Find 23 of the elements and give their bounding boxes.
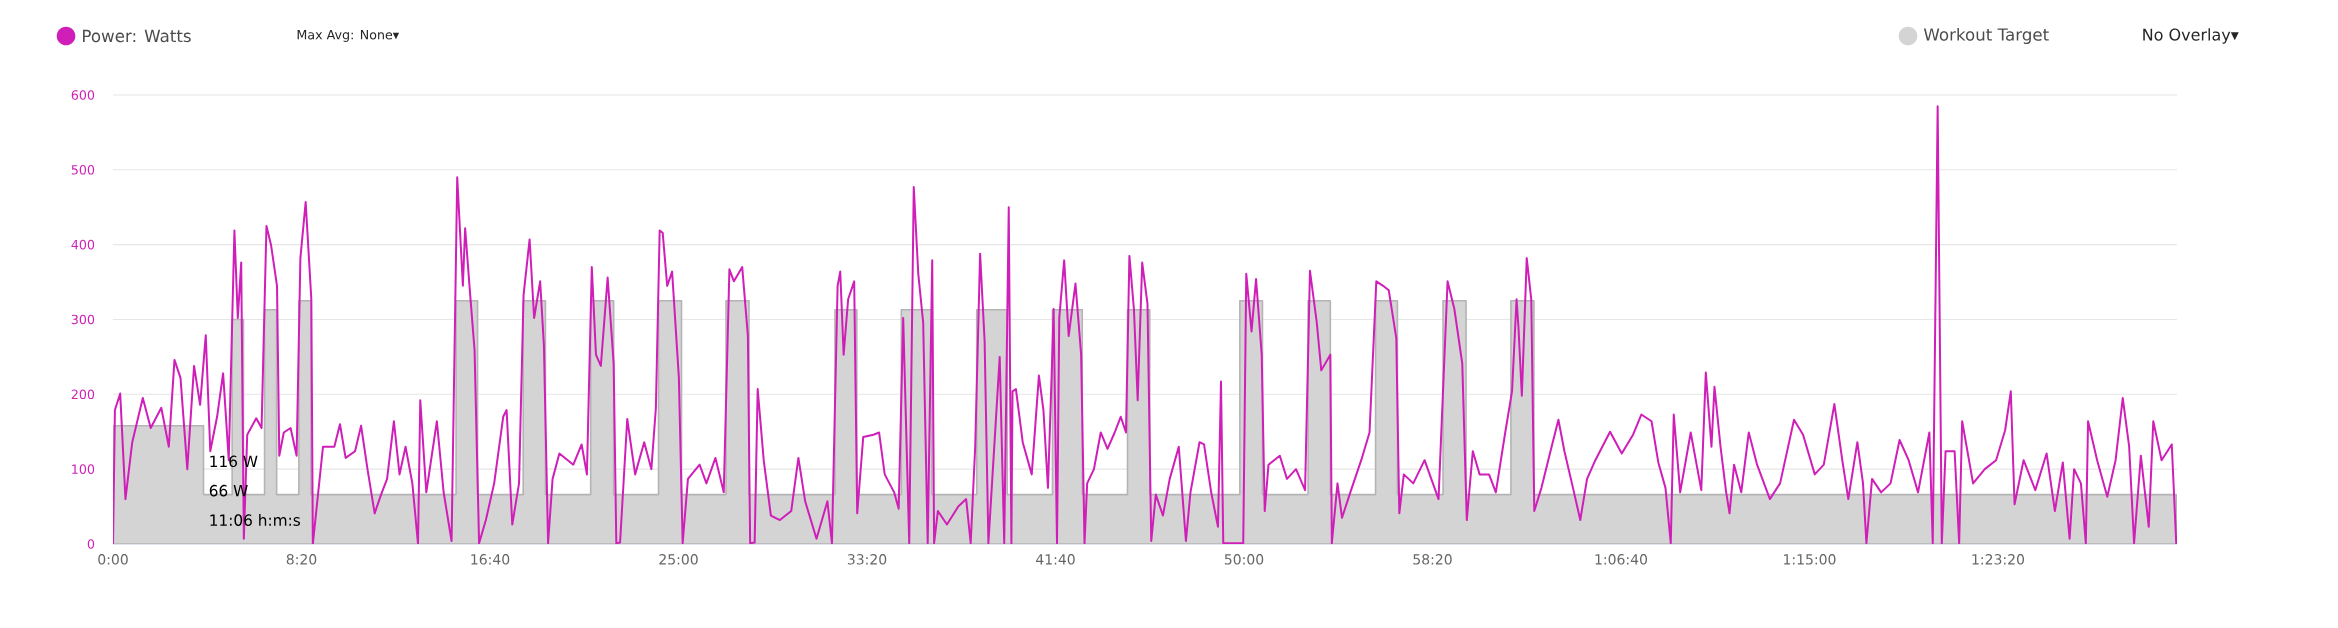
x-tick-label: 16:40 — [471, 554, 510, 565]
y-tick-label: 100 — [72, 464, 95, 474]
y-tick-label: 500 — [71, 165, 95, 175]
x-tick-label: 1:15:00 — [1784, 554, 1836, 565]
x-tick-label: 41:40 — [1036, 554, 1075, 565]
y-tick-label: 400 — [71, 239, 95, 250]
legend-label: Power: Watts — [83, 29, 191, 43]
y-tick-label: 0 — [87, 539, 95, 549]
x-tick-label: 8:20 — [286, 554, 317, 565]
x-tick-label: 25:00 — [659, 554, 698, 565]
y-tick-label: 600 — [71, 90, 95, 100]
x-tick-label: 1:23:20 — [1972, 554, 2025, 565]
y-tick-label: 200 — [71, 389, 95, 400]
x-tick-label: 0:00 — [98, 554, 128, 565]
x-tick-label: 58:20 — [1413, 554, 1452, 565]
text: No Overlay▾ — [2143, 28, 2239, 44]
text: Max Avg: None▾ — [297, 30, 400, 42]
x-tick-label: 1:06:40 — [1595, 554, 1648, 565]
y-tick-label: 300 — [71, 314, 95, 325]
line-series — [113, 105, 2178, 544]
x-tick-label: 50:00 — [1224, 554, 1264, 565]
x-tick-label: 33:20 — [847, 554, 887, 565]
legend-label: Workout Target — [1923, 27, 2049, 45]
